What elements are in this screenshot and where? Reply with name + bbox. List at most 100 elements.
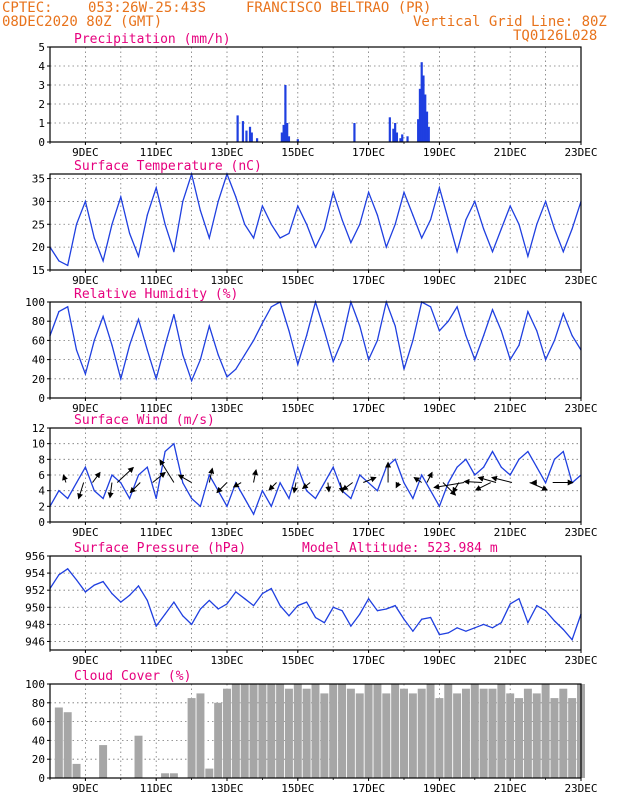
wind-arrow bbox=[395, 481, 402, 489]
precip-bar bbox=[392, 128, 395, 142]
precip-bar bbox=[241, 121, 245, 142]
wind-arrow bbox=[426, 471, 433, 483]
header-station: FRANCISCO BELTRAO (PR) bbox=[246, 0, 432, 16]
data-point bbox=[562, 312, 564, 315]
data-point bbox=[403, 191, 405, 193]
data-point bbox=[403, 618, 405, 620]
panel-title: Surface Wind (m/s) bbox=[74, 413, 215, 428]
y-tick-label: 35 bbox=[32, 173, 45, 186]
data-point bbox=[412, 497, 414, 500]
data-point bbox=[261, 205, 263, 207]
cloud-bar bbox=[515, 698, 524, 778]
x-tick-label: 17DEC bbox=[352, 654, 385, 667]
precip-bar bbox=[282, 124, 285, 142]
data-point bbox=[191, 497, 193, 500]
x-tick-label: 23DEC bbox=[564, 526, 597, 539]
data-point bbox=[403, 368, 405, 370]
data-point bbox=[438, 187, 440, 189]
panel-frame bbox=[49, 301, 582, 399]
data-point bbox=[67, 306, 69, 308]
data-point bbox=[137, 255, 140, 257]
y-tick-label: 20 bbox=[32, 241, 45, 254]
data-point bbox=[368, 482, 370, 484]
data-point bbox=[341, 610, 343, 612]
data-point bbox=[93, 584, 95, 586]
series-line bbox=[49, 299, 582, 383]
data-point bbox=[164, 450, 166, 453]
y-tick-label: 946 bbox=[25, 635, 45, 648]
data-point bbox=[146, 214, 148, 216]
data-point bbox=[173, 251, 175, 253]
panel-5: 946 948 950 952 954 956 9DEC 11DEC 13DEC 15DEC 17D… bbox=[25, 541, 597, 667]
precip-bar bbox=[401, 134, 404, 142]
data-point bbox=[137, 318, 140, 320]
y-tick-label: 80 bbox=[32, 697, 45, 710]
x-tick-label: 9DEC bbox=[72, 274, 99, 287]
wind-arrow bbox=[463, 478, 482, 485]
data-point bbox=[252, 604, 255, 607]
cloud-bar bbox=[426, 684, 435, 778]
x-tick-label: 11DEC bbox=[140, 782, 173, 795]
data-point bbox=[102, 260, 104, 262]
x-tick-label: 9DEC bbox=[72, 146, 99, 159]
data-point bbox=[182, 354, 184, 356]
data-point bbox=[412, 630, 414, 632]
data-point bbox=[270, 587, 272, 590]
data-point bbox=[314, 616, 317, 619]
x-tick-label: 9DEC bbox=[72, 526, 99, 539]
data-point bbox=[509, 205, 511, 207]
data-point bbox=[456, 251, 458, 253]
precip-bar bbox=[284, 85, 287, 142]
data-point bbox=[368, 598, 370, 600]
x-tick-label: 21DEC bbox=[494, 782, 527, 795]
data-point bbox=[314, 497, 317, 500]
data-point bbox=[58, 574, 60, 576]
x-tick-label: 17DEC bbox=[352, 146, 385, 159]
cloud-bar bbox=[311, 684, 320, 778]
data-point bbox=[562, 450, 564, 453]
data-point bbox=[332, 360, 334, 363]
cloud-bar bbox=[302, 688, 311, 778]
x-tick-label: 13DEC bbox=[210, 146, 243, 159]
data-point bbox=[545, 200, 547, 203]
cloud-bar bbox=[470, 684, 479, 778]
data-point bbox=[518, 344, 520, 346]
wind-arrow bbox=[177, 474, 192, 483]
data-point bbox=[191, 623, 193, 625]
data-point bbox=[67, 264, 69, 267]
data-point bbox=[350, 497, 352, 500]
data-point bbox=[146, 599, 148, 602]
panel-3: 0 20 40 60 80 100 9DEC 11DEC 13DEC 15DEC 17DEC 19DE… bbox=[25, 287, 597, 415]
precip-bar bbox=[287, 136, 291, 142]
data-point bbox=[500, 228, 502, 230]
data-point bbox=[456, 627, 458, 629]
wind-arrow bbox=[208, 467, 215, 483]
data-point bbox=[217, 200, 219, 203]
data-point bbox=[421, 237, 423, 239]
wind-arrow bbox=[77, 482, 85, 500]
y-tick-label: 4 bbox=[38, 60, 45, 73]
cloud-bar bbox=[231, 684, 240, 778]
data-point bbox=[297, 604, 299, 607]
precip-bar bbox=[399, 138, 402, 142]
data-point bbox=[155, 625, 157, 627]
x-tick-label: 19DEC bbox=[423, 274, 456, 287]
y-tick-label: 2 bbox=[38, 98, 45, 111]
data-point bbox=[244, 598, 246, 600]
data-point bbox=[447, 482, 449, 484]
cloud-bar bbox=[461, 688, 470, 778]
precip-bar bbox=[424, 94, 427, 142]
data-point bbox=[429, 490, 432, 492]
data-point bbox=[359, 223, 361, 225]
data-point bbox=[553, 458, 556, 460]
cloud-bar bbox=[373, 684, 382, 778]
cloud-bar bbox=[355, 693, 364, 778]
data-point bbox=[120, 378, 122, 380]
data-point bbox=[270, 223, 272, 225]
data-point bbox=[518, 598, 520, 600]
data-point bbox=[421, 618, 423, 620]
cloud-bar bbox=[223, 688, 231, 778]
data-point bbox=[226, 603, 228, 605]
data-point bbox=[359, 613, 361, 615]
